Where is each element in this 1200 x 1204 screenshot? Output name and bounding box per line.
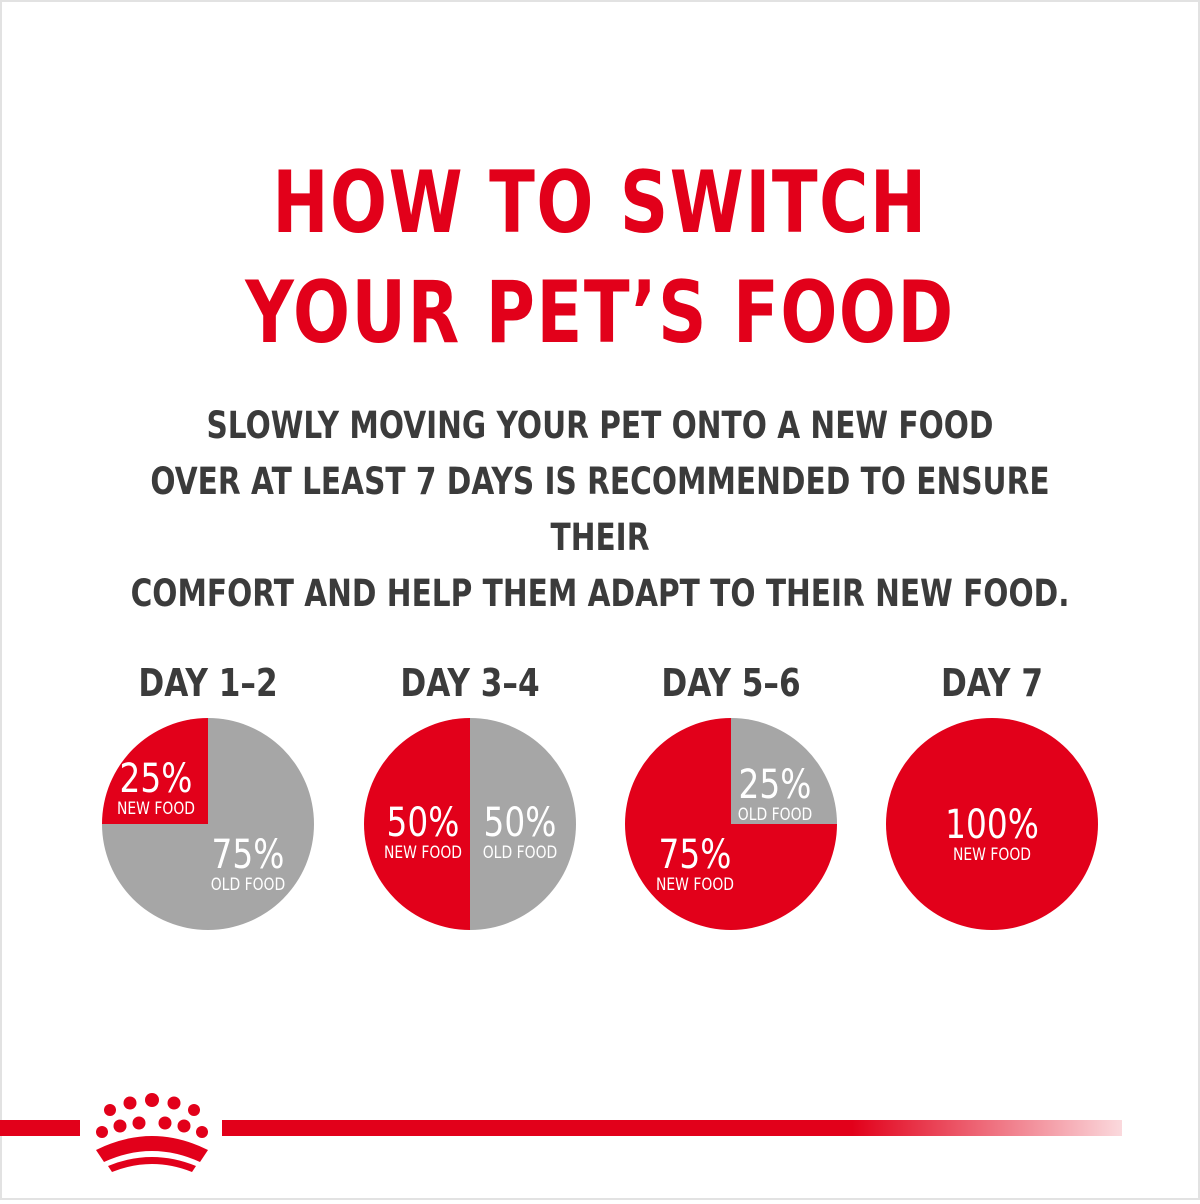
old-food-slice	[731, 718, 837, 824]
new-food-slice	[625, 718, 837, 930]
footer-rule-left	[0, 1120, 80, 1136]
title-line-1: HOW TO SWITCH	[272, 153, 928, 253]
intro-text: SLOWLY MOVING YOUR PET ONTO A NEW FOOD O…	[120, 398, 1080, 622]
footer-rule-right	[222, 1120, 1122, 1136]
new-food-label: NEW FOOD	[384, 843, 462, 863]
old-food-label: OLD FOOD	[483, 843, 558, 863]
new-food-percent: 25%	[120, 755, 193, 802]
new-food-label: NEW FOOD	[953, 845, 1031, 865]
intro-line-1: SLOWLY MOVING YOUR PET ONTO A NEW FOOD	[206, 404, 994, 447]
new-food-slice	[364, 718, 470, 930]
day-label: DAY 5–6	[661, 662, 800, 706]
old-food-percent: 75%	[212, 831, 285, 878]
new-food-slice	[886, 718, 1098, 930]
new-food-label: NEW FOOD	[117, 799, 195, 819]
old-food-slice	[470, 718, 576, 930]
old-food-label: OLD FOOD	[211, 875, 286, 895]
new-food-slice	[102, 718, 208, 824]
old-food-label: OLD FOOD	[738, 805, 813, 825]
day-label: DAY 7	[941, 662, 1043, 706]
new-food-label: NEW FOOD	[656, 875, 734, 895]
intro-line-3: COMFORT AND HELP THEM ADAPT TO THEIR NEW…	[130, 572, 1070, 615]
new-food-percent: 50%	[387, 799, 460, 846]
day-label: DAY 1–2	[138, 662, 277, 706]
new-food-percent: 75%	[659, 831, 732, 878]
intro-line-2: OVER AT LEAST 7 DAYS IS RECOMMENDED TO E…	[150, 460, 1050, 559]
title-line-2: YOUR PET’S FOOD	[245, 263, 955, 363]
crown-logo-icon	[96, 1093, 208, 1172]
new-food-percent: 100%	[945, 801, 1039, 848]
old-food-percent: 50%	[484, 799, 557, 846]
page-title: HOW TO SWITCH YOUR PET’S FOOD	[132, 148, 1068, 368]
day-label: DAY 3–4	[400, 662, 539, 706]
old-food-percent: 25%	[739, 761, 812, 808]
